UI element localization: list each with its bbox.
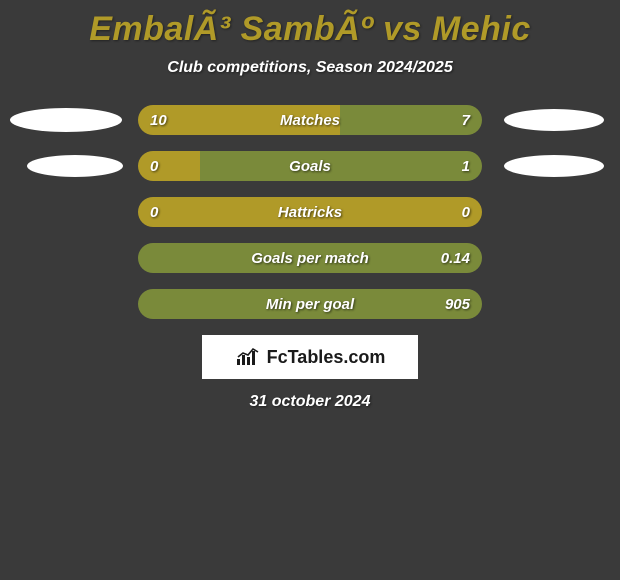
right-value: 1: [462, 151, 470, 181]
stat-bar: Goals per match0.14: [138, 243, 482, 273]
stat-rows: Matches107Goals01Hattricks00Goals per ma…: [0, 105, 620, 319]
stat-label: Min per goal: [138, 289, 482, 319]
stats-card: EmbalÃ³ SambÃº vs Mehic Club competition…: [0, 0, 620, 411]
ellipse-icon: [504, 155, 604, 177]
left-value: 0: [150, 197, 158, 227]
stat-bar: Goals0 1: [138, 151, 482, 181]
right-indicator: [494, 105, 614, 135]
stat-row: Hattricks0 0: [0, 197, 620, 227]
brand-badge: FcTables.com: [202, 335, 418, 379]
left-indicator: [6, 105, 126, 135]
right-indicator: [494, 289, 614, 319]
stat-row: Goals0 1: [0, 151, 620, 181]
date-label: 31 october 2024: [0, 393, 620, 411]
left-value: 10: [150, 105, 167, 135]
chart-icon: [235, 347, 261, 367]
stat-row: Goals per match0.14: [0, 243, 620, 273]
stat-bar: Min per goal905: [138, 289, 482, 319]
stat-bar: Hattricks0 0: [138, 197, 482, 227]
ellipse-icon: [10, 108, 122, 132]
right-value: 7: [462, 105, 470, 135]
left-indicator: [6, 243, 126, 273]
right-indicator: [494, 197, 614, 227]
stat-row: Matches10 7: [0, 105, 620, 135]
right-value: 0.14: [441, 243, 470, 273]
stat-row: Min per goal905: [0, 289, 620, 319]
ellipse-icon: [504, 109, 604, 131]
stat-label: Goals: [138, 151, 482, 181]
right-indicator: [494, 151, 614, 181]
right-indicator: [494, 243, 614, 273]
page-title: EmbalÃ³ SambÃº vs Mehic: [0, 4, 620, 59]
left-value: 0: [150, 151, 158, 181]
left-indicator: [6, 197, 126, 227]
brand-text: FcTables.com: [267, 347, 386, 368]
stat-label: Goals per match: [138, 243, 482, 273]
right-value: 0: [462, 197, 470, 227]
stat-bar: Matches10 7: [138, 105, 482, 135]
stat-label: Hattricks: [138, 197, 482, 227]
left-indicator: [6, 289, 126, 319]
page-subtitle: Club competitions, Season 2024/2025: [0, 59, 620, 105]
ellipse-icon: [27, 155, 123, 177]
right-value: 905: [445, 289, 470, 319]
left-indicator: [6, 151, 126, 181]
stat-label: Matches: [138, 105, 482, 135]
